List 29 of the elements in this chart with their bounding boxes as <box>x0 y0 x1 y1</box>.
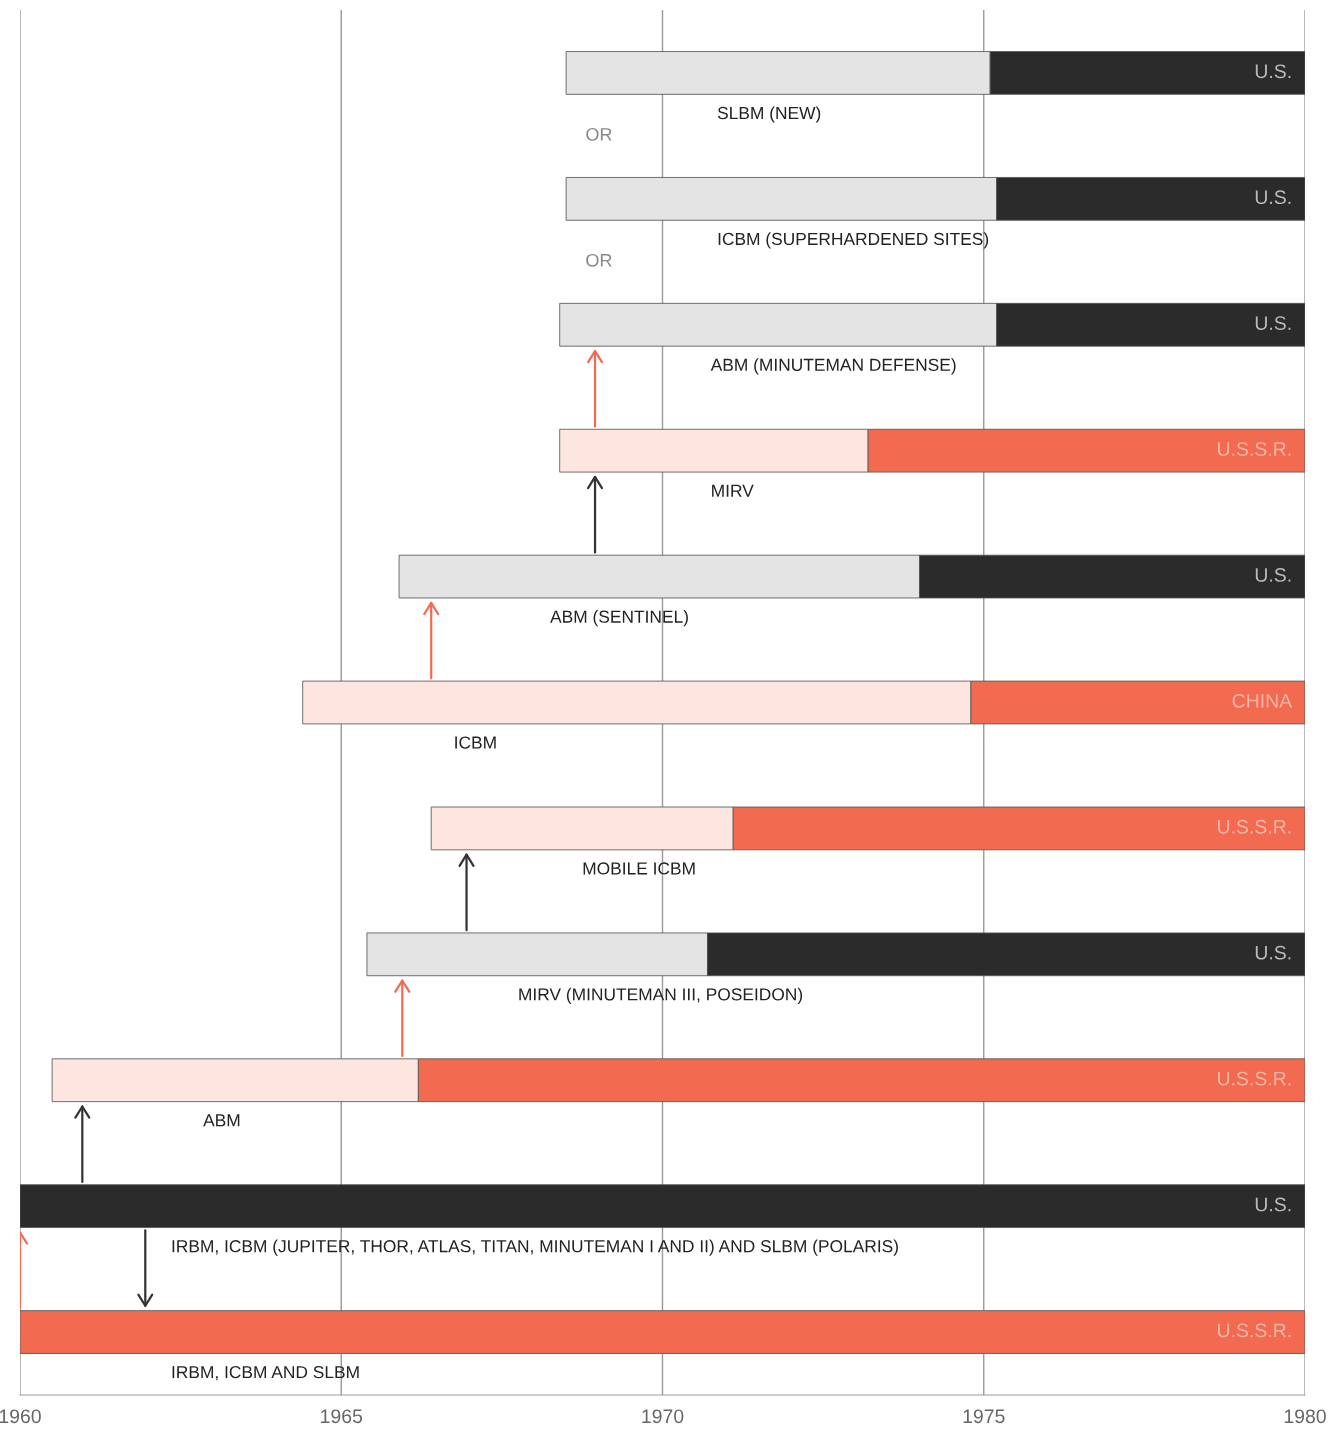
y-tick-label: MOBILE ICBM <box>583 862 695 875</box>
y-tick-label: SLBM (NEW) <box>717 106 821 123</box>
x-tick-label: 1980 <box>1284 1409 1326 1424</box>
annotation: U.S. <box>1255 945 1291 960</box>
annotation: U.S.S.R. <box>1218 1323 1291 1338</box>
y-tick-label: ICBM <box>455 736 496 749</box>
y-tick-label: ICBM (SUPERHARDENED SITES) <box>718 232 989 249</box>
x-tick-label: 1960 <box>0 1409 41 1424</box>
annotation: U.S.S.R. <box>1218 819 1291 834</box>
y-tick-label: MIRV <box>712 484 754 497</box>
annotation: CHINA <box>1232 693 1293 708</box>
annotation: U.S. <box>1255 64 1291 79</box>
annotation: U.S. <box>1255 568 1291 582</box>
y-tick-label: ABM <box>203 1114 240 1127</box>
annotation: OR <box>586 253 612 267</box>
y-tick-label: MIRV (MINUTEMAN III, POSEIDON) <box>519 987 803 1004</box>
annotation: U.S.S.R. <box>1218 442 1291 456</box>
x-tick-label: 1975 <box>963 1409 1005 1424</box>
y-tick-label: IRBM, ICBM AND SLBM <box>172 1365 359 1381</box>
annotation: U.S.S.R. <box>1218 1071 1291 1086</box>
annotation: U.S. <box>1255 316 1291 330</box>
annotation: U.S. <box>1255 190 1291 205</box>
annotation: U.S. <box>1255 1197 1291 1212</box>
y-tick-label: IRBM, ICBM (JUPITER, THOR, ATLAS, TITAN, MINUTEMAN I AND II) AND SLBM (POLARIS) <box>172 1239 898 1256</box>
y-tick-label: ABM (SENTINEL) <box>550 610 688 627</box>
y-tick-label: ABM (MINUTEMAN DEFENSE) <box>710 358 956 375</box>
annotation: OR <box>586 127 612 141</box>
x-tick-label: 1970 <box>642 1409 684 1424</box>
x-tick-label: 1965 <box>321 1409 363 1424</box>
